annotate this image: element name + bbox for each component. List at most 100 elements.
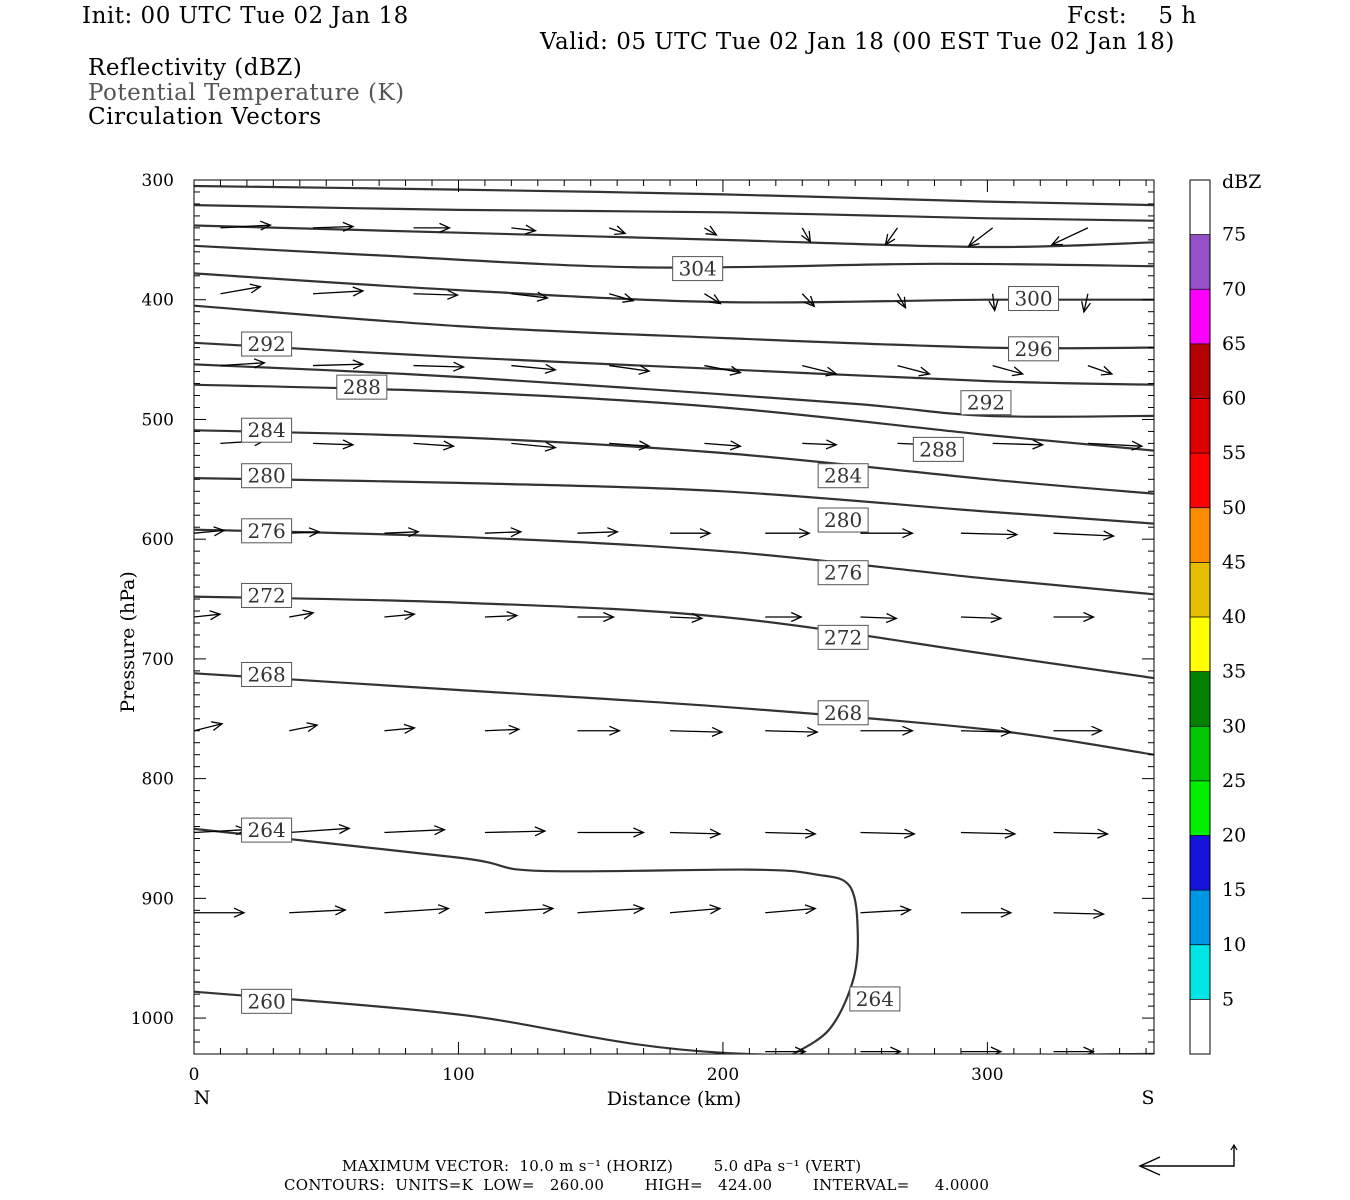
- circulation-vector: [992, 442, 1043, 446]
- x-tick-label: 0: [189, 1065, 200, 1085]
- circulation-vector: [704, 442, 741, 447]
- contour-label-box: [241, 988, 293, 1014]
- contour-label-box: [1008, 286, 1060, 312]
- contour-label-box: [241, 331, 293, 357]
- circulation-vector: [704, 293, 721, 305]
- max-vector-note: MAXIMUM VECTOR: 10.0 m s⁻¹ (HORIZ) 5.0 d…: [342, 1157, 862, 1175]
- colorbar-bin: [1190, 999, 1210, 1054]
- circulation-vector: [1087, 364, 1113, 375]
- circulation-vector: [511, 442, 556, 449]
- colorbar-label: 30: [1222, 715, 1246, 737]
- circulation-vector: [289, 724, 318, 732]
- contour-label: 268: [824, 701, 862, 725]
- contour-label-box: [817, 507, 869, 533]
- colorbar-bin: [1190, 726, 1210, 781]
- vector-arrowhead: [967, 236, 980, 248]
- forecast-hour: Fcst: 5 h: [1067, 3, 1197, 29]
- vector-arrowhead: [1011, 366, 1025, 377]
- vector-arrowhead: [352, 359, 365, 370]
- circulation-vector: [670, 831, 721, 835]
- circulation-vector: [992, 293, 996, 311]
- colorbar-bin: [1190, 507, 1210, 563]
- colorbar-bin: [1190, 890, 1210, 945]
- circulation-vector: [1053, 912, 1104, 915]
- y-tick-label: 400: [142, 291, 174, 311]
- theta-contour-280: [194, 477, 1154, 525]
- circulation-vector: [884, 227, 898, 246]
- circulation-vector: [312, 363, 364, 367]
- vector-arrowhead: [885, 612, 898, 624]
- vector-arrowhead: [209, 610, 222, 621]
- vector-arrowhead: [884, 233, 896, 247]
- circulation-vector: [511, 364, 556, 371]
- circulation-vector: [413, 442, 454, 447]
- vector-arrowhead: [603, 611, 616, 623]
- colorbar-bin: [1190, 453, 1210, 508]
- vector-arrowhead: [825, 439, 838, 450]
- vector-arrowhead: [1004, 828, 1017, 839]
- circulation-vector: [992, 364, 1023, 375]
- circulation-vector: [484, 531, 521, 534]
- vector-arrowhead: [709, 904, 722, 915]
- circulation-vector: [220, 224, 271, 229]
- circulation-vector: [1083, 293, 1089, 313]
- colorbar-bin: [1190, 671, 1210, 727]
- circulation-vector: [384, 907, 449, 914]
- vector-arrowhead: [453, 361, 466, 372]
- circulation-vector: [960, 730, 1011, 733]
- contour-label-box: [960, 390, 1012, 416]
- contour-label: 280: [824, 508, 862, 532]
- circulation-vector: [860, 909, 911, 914]
- contour-label-box: [672, 256, 724, 282]
- colorbar-label: 5: [1222, 988, 1234, 1010]
- colorbar-bin: [1190, 234, 1210, 290]
- vector-arrowhead: [614, 225, 627, 236]
- vector-arrowhead: [801, 230, 812, 244]
- colorbar-label: 35: [1222, 661, 1246, 683]
- contour-label: 268: [248, 662, 286, 686]
- vector-arrowhead: [709, 294, 722, 305]
- circulation-vector: [802, 364, 837, 375]
- circulation-vector: [289, 909, 346, 914]
- vector-arrowhead: [729, 365, 742, 376]
- circulation-vector: [194, 613, 221, 618]
- colorbar-bin: [1190, 562, 1210, 617]
- contour-label-box: [817, 560, 869, 586]
- circulation-vector: [669, 907, 721, 914]
- y-tick-label: 500: [142, 410, 174, 430]
- vector-arrowhead: [524, 224, 537, 235]
- vector-arrowhead: [691, 612, 704, 624]
- vector-arrowhead: [213, 526, 226, 537]
- contour-label-box: [336, 374, 388, 400]
- init-time: Init: 00 UTC Tue 02 Jan 18: [82, 3, 409, 29]
- theta-contour-276: [194, 528, 1154, 596]
- theta-contour-304: [194, 184, 1154, 207]
- contour-label-box: [817, 700, 869, 726]
- vector-arrowhead: [338, 823, 351, 835]
- circulation-vector: [484, 830, 545, 834]
- circulation-vector: [289, 612, 314, 618]
- vector-arrowhead: [544, 363, 557, 374]
- vector-arrowhead: [403, 723, 416, 734]
- theta-contour-268: [194, 672, 1154, 756]
- x-axis-title: Distance (km): [607, 1088, 742, 1110]
- circulation-vector: [670, 730, 723, 733]
- x-tick-label: 100: [442, 1065, 474, 1085]
- circulation-vector: [960, 831, 1015, 835]
- circulation-vector: [960, 616, 1001, 620]
- field-theta-title: Potential Temperature (K): [88, 80, 405, 106]
- circulation-vector: [220, 362, 265, 367]
- circulation-vector: [897, 364, 930, 375]
- contour-info-note: CONTOURS: UNITS=K LOW= 260.00 HIGH= 424.…: [284, 1176, 990, 1194]
- vector-arrowhead: [729, 440, 742, 451]
- vector-arrowhead: [902, 725, 914, 736]
- vector-arrowhead: [253, 358, 266, 369]
- circulation-vector: [1053, 532, 1114, 537]
- theta-contour-304: [194, 244, 1154, 269]
- colorbar-label: 75: [1222, 224, 1246, 246]
- vector-arrowhead: [806, 726, 819, 737]
- reference-vector-head: [1138, 1156, 1161, 1176]
- colorbar-bin: [1190, 835, 1210, 891]
- contour-label: 304: [679, 257, 717, 281]
- circulation-vector: [802, 442, 837, 446]
